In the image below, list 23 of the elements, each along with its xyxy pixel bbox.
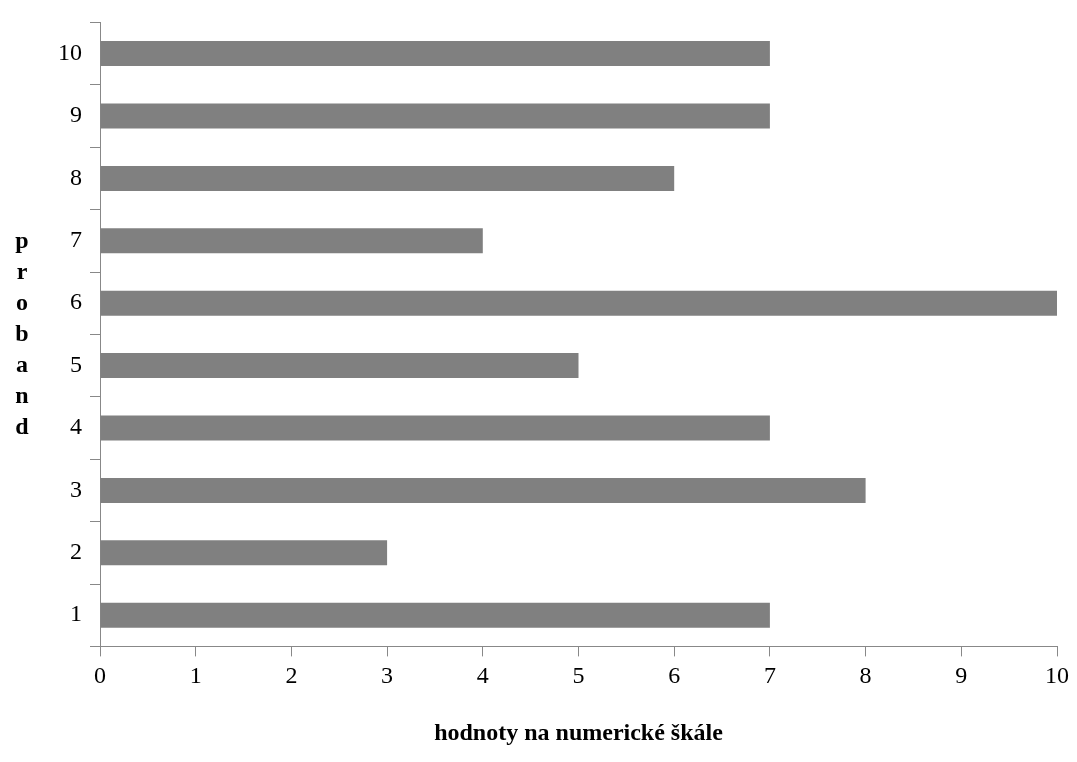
x-tick-label: 9 bbox=[955, 662, 968, 689]
x-tick-label: 0 bbox=[94, 662, 106, 689]
x-tick-label: 1 bbox=[189, 662, 202, 689]
y-tick-label: 4 bbox=[70, 413, 82, 440]
y-tick-label: 6 bbox=[70, 288, 82, 315]
y-tick-label: 5 bbox=[70, 350, 82, 377]
x-tick-label: 2 bbox=[285, 662, 298, 689]
y-tick-label: 8 bbox=[70, 163, 82, 190]
y-tick-label: 1 bbox=[70, 600, 82, 627]
x-tick-label: 8 bbox=[859, 662, 872, 689]
y-tick-label: 10 bbox=[58, 38, 82, 65]
x-tick-label: 4 bbox=[476, 662, 489, 689]
y-tick-label: 2 bbox=[70, 538, 82, 565]
x-tick-label: 7 bbox=[763, 662, 776, 689]
y-axis-title: proband bbox=[15, 226, 30, 439]
x-tick-label: 5 bbox=[572, 662, 585, 689]
y-tick-label: 7 bbox=[70, 226, 82, 253]
y-tick-label: 3 bbox=[70, 475, 82, 502]
y-tick-label: 9 bbox=[70, 101, 82, 128]
x-tick-label: 6 bbox=[668, 662, 681, 689]
x-tick-label: 3 bbox=[381, 662, 394, 689]
x-axis-title: hodnoty na numerické škále bbox=[434, 718, 724, 745]
x-tick-label: 10 bbox=[1045, 662, 1069, 689]
